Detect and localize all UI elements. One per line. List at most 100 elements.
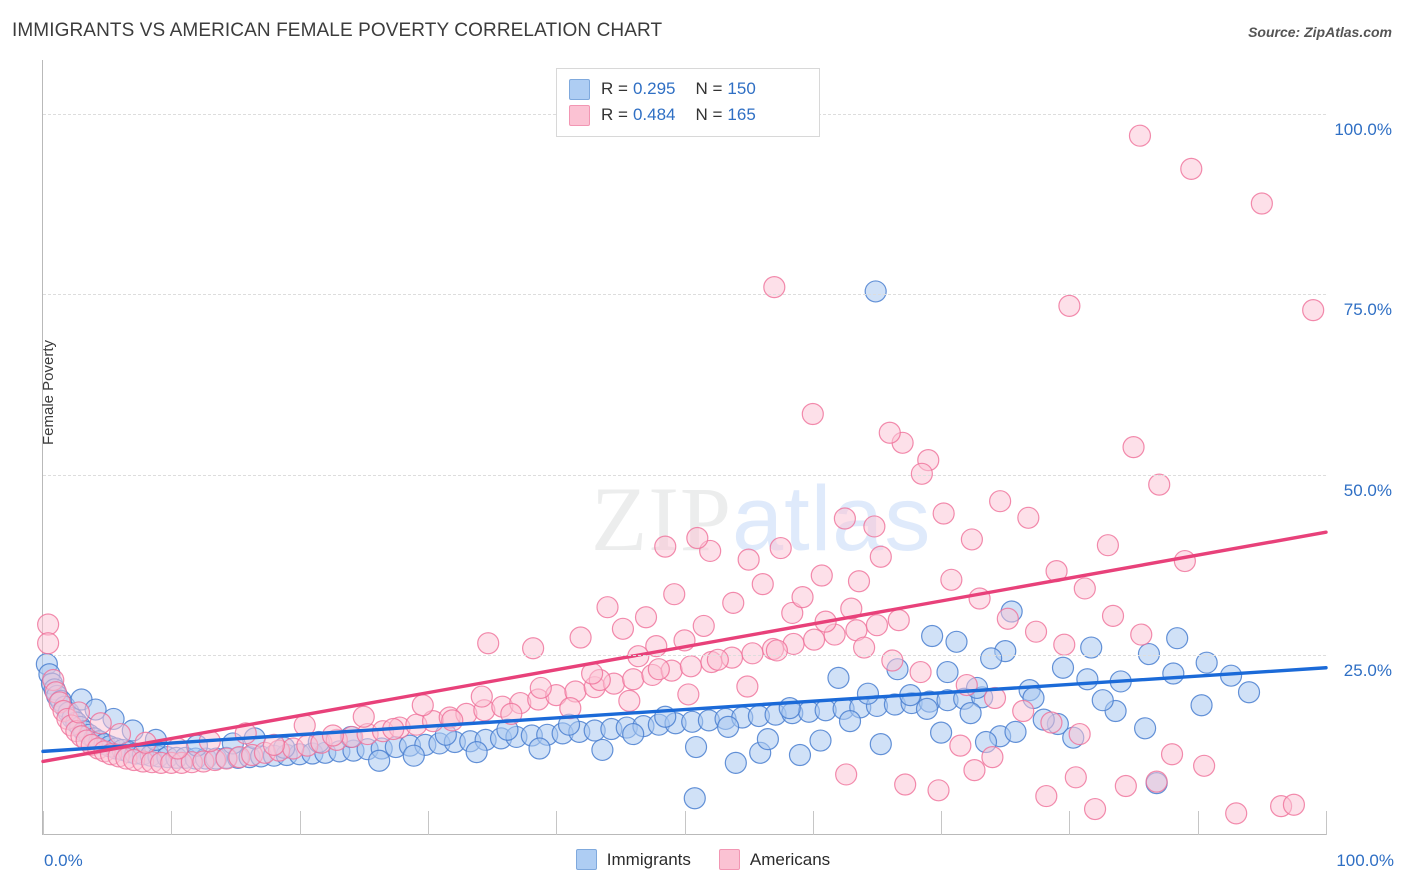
stats-row-immigrants: R = 0.295 N = 150 bbox=[569, 76, 807, 102]
data-point bbox=[470, 685, 493, 708]
data-point bbox=[683, 787, 706, 810]
legend-label-immigrants: Immigrants bbox=[606, 849, 691, 869]
data-point bbox=[684, 735, 708, 759]
data-point bbox=[441, 709, 464, 732]
y-axis-label-75: 75.0% bbox=[1343, 300, 1392, 320]
gridline-75 bbox=[43, 294, 1326, 296]
data-point bbox=[788, 743, 812, 767]
data-point bbox=[591, 738, 614, 762]
americans-trendline bbox=[41, 530, 1328, 764]
data-point bbox=[37, 613, 60, 636]
data-point bbox=[465, 740, 488, 764]
n-label-immigrants: N = bbox=[695, 79, 723, 98]
americans-swatch-icon bbox=[718, 849, 740, 870]
x-tick-60 bbox=[812, 811, 814, 835]
gridline-50 bbox=[43, 474, 1326, 476]
data-point bbox=[622, 668, 645, 691]
data-point bbox=[949, 734, 972, 757]
data-point bbox=[929, 721, 953, 744]
data-point bbox=[1012, 699, 1035, 723]
data-point bbox=[1051, 656, 1075, 679]
data-point bbox=[856, 682, 880, 705]
data-point bbox=[865, 614, 889, 637]
data-point bbox=[881, 649, 904, 672]
data-point bbox=[909, 660, 932, 684]
r-value-immigrants: 0.295 bbox=[632, 79, 676, 98]
data-point bbox=[1083, 797, 1107, 821]
legend-swatch-immigrants-icon bbox=[569, 78, 590, 100]
data-point bbox=[477, 632, 500, 655]
data-point bbox=[1096, 534, 1119, 557]
x-tick-20 bbox=[299, 811, 301, 835]
data-point bbox=[1053, 633, 1076, 656]
y-axis-line bbox=[42, 60, 43, 835]
source-attribution: Source: ZipAtlas.com bbox=[1248, 24, 1392, 40]
data-point bbox=[769, 536, 792, 560]
data-point bbox=[853, 636, 876, 659]
data-point bbox=[809, 729, 832, 752]
data-point bbox=[945, 630, 968, 653]
page-title: IMMIGRANTS VS AMERICAN FEMALE POVERTY CO… bbox=[12, 20, 663, 41]
y-axis-label-50: 50.0% bbox=[1343, 480, 1392, 500]
x-tick-30 bbox=[427, 811, 429, 835]
data-point bbox=[835, 763, 858, 786]
plot-area: ZIPatlas bbox=[35, 60, 1328, 835]
data-point bbox=[1137, 642, 1161, 666]
legend-item-immigrants[interactable]: Immigrants bbox=[575, 849, 691, 870]
data-point bbox=[915, 697, 939, 720]
data-point bbox=[1091, 689, 1114, 712]
data-point bbox=[963, 759, 986, 782]
data-point bbox=[654, 535, 677, 558]
data-point bbox=[1017, 506, 1040, 529]
x-tick-80 bbox=[1069, 811, 1071, 835]
data-point bbox=[833, 507, 856, 530]
data-point bbox=[864, 280, 887, 303]
x-tick-40 bbox=[556, 811, 558, 835]
data-point bbox=[810, 564, 833, 587]
x-axis-min-label: 0.0% bbox=[44, 851, 83, 870]
data-point bbox=[411, 694, 434, 717]
data-point bbox=[622, 722, 645, 746]
data-point bbox=[887, 609, 910, 632]
data-point bbox=[634, 606, 658, 629]
data-point bbox=[980, 647, 1003, 670]
data-point bbox=[996, 607, 1019, 630]
data-point bbox=[37, 632, 60, 655]
y-axis-label-25: 25.0% bbox=[1343, 660, 1392, 680]
data-point bbox=[869, 733, 892, 756]
data-point bbox=[936, 660, 959, 684]
data-point bbox=[927, 779, 950, 802]
data-point bbox=[1128, 124, 1152, 147]
data-point bbox=[647, 658, 670, 681]
immigrants-trendline bbox=[41, 666, 1328, 754]
data-point bbox=[1064, 766, 1087, 789]
x-axis-max-label: 100.0% bbox=[1336, 851, 1394, 870]
data-point bbox=[1076, 668, 1099, 691]
data-point bbox=[692, 614, 715, 638]
data-point bbox=[706, 648, 729, 671]
r-label-immigrants: R = bbox=[601, 79, 628, 98]
data-point bbox=[1160, 743, 1184, 766]
data-point bbox=[1058, 294, 1081, 317]
data-point bbox=[1237, 681, 1261, 704]
data-point bbox=[1040, 711, 1063, 734]
data-point bbox=[791, 585, 814, 609]
x-tick-10 bbox=[171, 811, 173, 835]
data-point bbox=[679, 655, 703, 678]
data-point bbox=[368, 749, 391, 772]
data-point bbox=[724, 751, 747, 775]
legend-swatch-americans-icon bbox=[569, 104, 590, 126]
data-point bbox=[529, 676, 552, 700]
data-point bbox=[611, 617, 635, 640]
immigrants-swatch-icon bbox=[575, 849, 597, 870]
n-value-americans: 165 bbox=[727, 105, 756, 124]
data-point bbox=[1282, 793, 1306, 816]
data-point bbox=[1166, 627, 1189, 650]
data-point bbox=[1130, 623, 1153, 646]
data-point bbox=[763, 275, 786, 299]
data-point bbox=[847, 570, 871, 593]
legend-item-americans[interactable]: Americans bbox=[718, 849, 830, 870]
data-point bbox=[1035, 784, 1058, 808]
data-point bbox=[863, 515, 886, 538]
